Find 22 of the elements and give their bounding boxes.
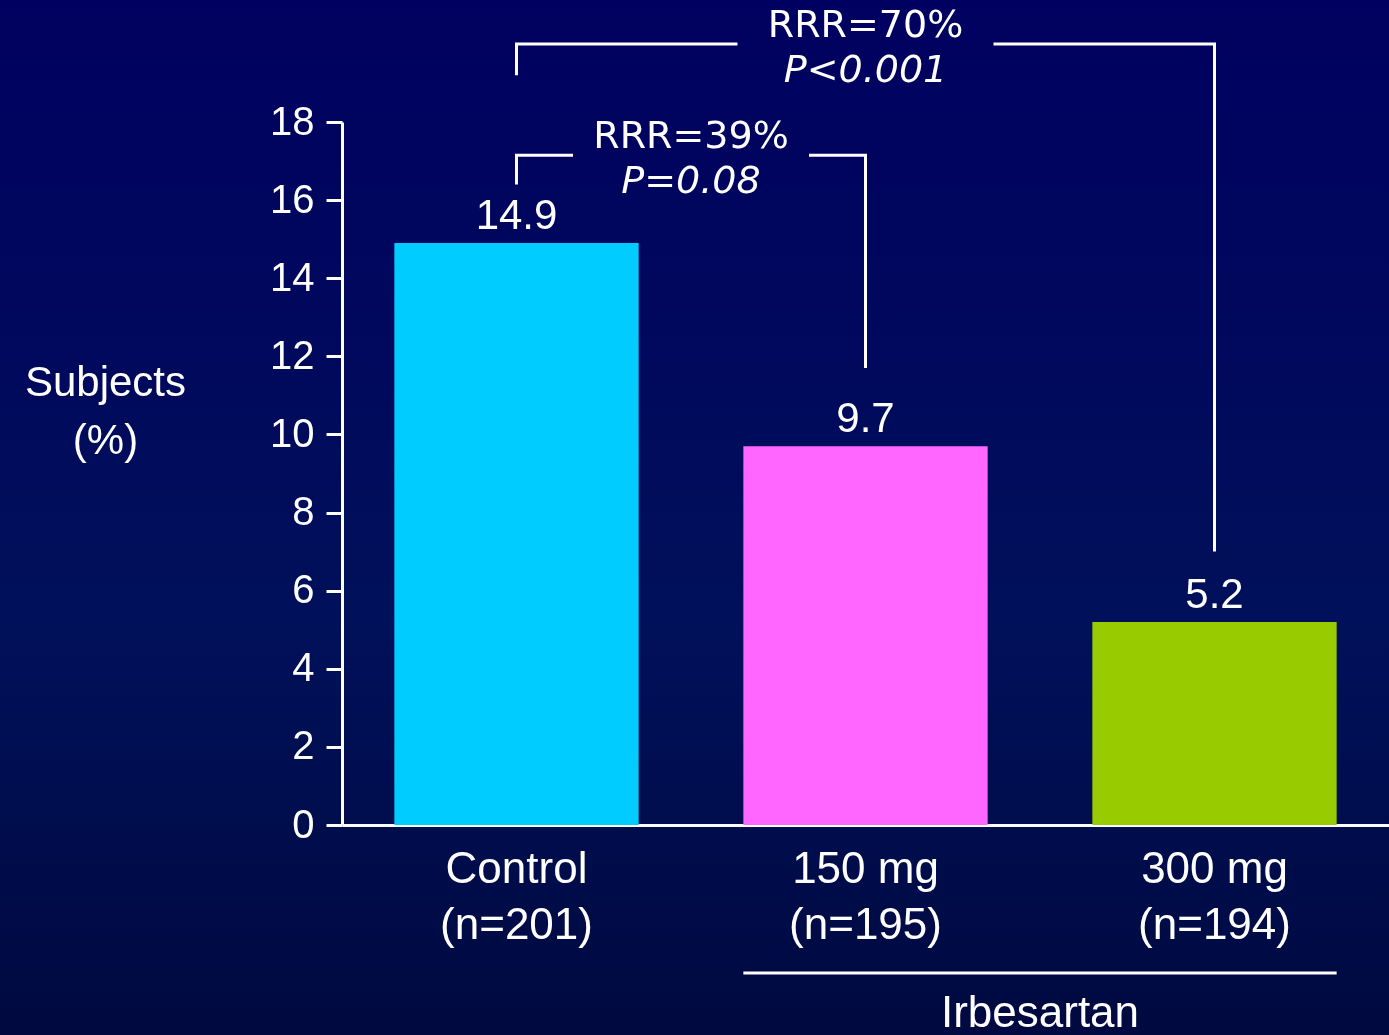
y-tick-label: 8: [292, 489, 315, 534]
y-tick-label: 0: [292, 801, 315, 846]
data-label: 5.2: [1185, 569, 1244, 617]
data-label: 14.9: [475, 191, 558, 239]
y-tick-label: 2: [292, 723, 315, 768]
x-tick-label: 150 mg (n=195): [789, 842, 942, 948]
y-axis-title: Subjects (%): [24, 357, 187, 463]
annotation: RRR=39%: [593, 113, 789, 158]
y-tick-label: 10: [270, 410, 315, 455]
y-tick-label: 4: [292, 645, 315, 690]
x-tick-label: Control (n=201): [440, 842, 593, 948]
x-tick-label: 300 mg (n=194): [1138, 842, 1291, 948]
text: RRR=70%: [767, 1, 964, 46]
text: P<0.001: [783, 46, 948, 91]
annotation: P=0.08: [621, 158, 761, 203]
y-tick-label: 14: [270, 254, 315, 299]
y-tick-label: 12: [270, 332, 315, 377]
y-tick-label: 16: [270, 176, 315, 221]
text: Irbesartan: [940, 987, 1140, 1035]
y-tick-label: 18: [270, 98, 315, 143]
data-label: 9.7: [836, 394, 895, 442]
y-tick-label: 6: [292, 567, 315, 612]
